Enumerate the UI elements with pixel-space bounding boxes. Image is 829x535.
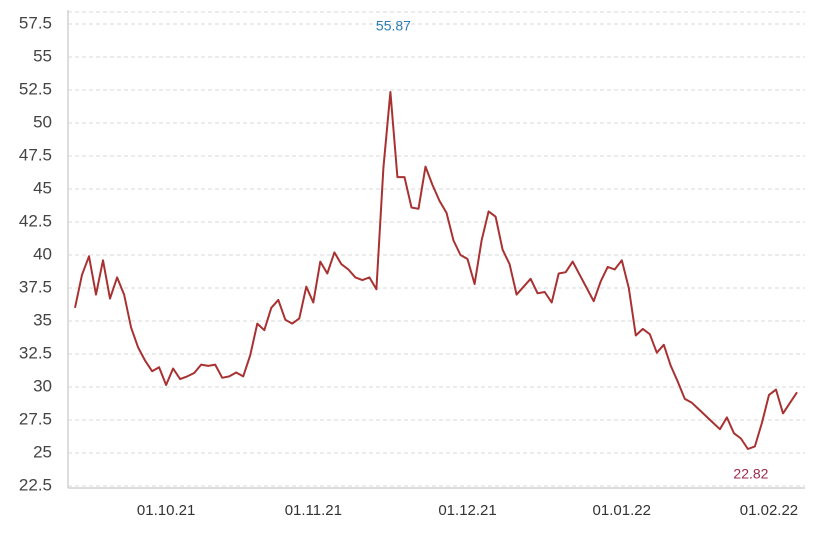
y-tick-label: 47.5 — [19, 145, 52, 164]
y-tick-label: 55 — [33, 46, 52, 65]
y-tick-label: 57.5 — [19, 13, 52, 32]
y-tick-label: 30 — [33, 376, 52, 395]
x-tick-label: 01.02.22 — [740, 502, 798, 519]
y-tick-label: 22.5 — [19, 475, 52, 494]
y-tick-label: 40 — [33, 244, 52, 263]
y-tick-label: 35 — [33, 310, 52, 329]
annotation: 22.82 — [733, 466, 768, 482]
y-tick-label: 25 — [33, 442, 52, 461]
y-tick-label: 52.5 — [19, 79, 52, 98]
x-tick-label: 01.01.22 — [593, 502, 651, 519]
y-tick-label: 45 — [33, 178, 52, 197]
y-tick-label: 37.5 — [19, 277, 52, 296]
line-series — [74, 91, 798, 450]
y-tick-label: 50 — [33, 112, 52, 131]
y-tick-label: 42.5 — [19, 211, 52, 230]
x-tick-label: 01.12.21 — [438, 502, 496, 519]
y-tick-label: 27.5 — [19, 409, 52, 428]
x-tick-label: 01.11.21 — [285, 502, 342, 519]
annotation: 55.87 — [376, 18, 411, 34]
x-tick-label: 01.10.21 — [137, 502, 195, 519]
y-tick-label: 32.5 — [19, 343, 52, 362]
